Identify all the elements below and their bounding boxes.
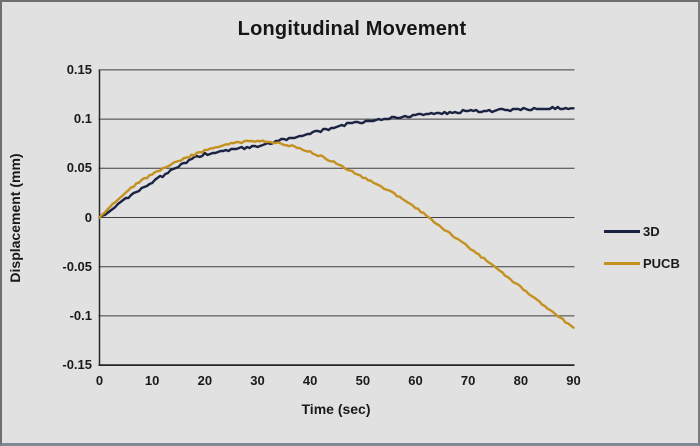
x-axis-title: Time (sec) bbox=[301, 401, 371, 417]
x-tick-label: 40 bbox=[302, 373, 318, 388]
x-tick-label: 20 bbox=[197, 373, 213, 388]
chart-title: Longitudinal Movement bbox=[237, 18, 467, 40]
y-tick-label: -0.1 bbox=[69, 307, 92, 323]
legend-item-pucb: PUCB bbox=[604, 252, 698, 274]
legend-item-3d: 3D bbox=[604, 220, 698, 242]
x-tick-label: 90 bbox=[566, 373, 581, 388]
x-tick-label: 80 bbox=[513, 373, 529, 388]
y-tick-label: 0.05 bbox=[66, 160, 92, 176]
y-tick-label: -0.05 bbox=[62, 258, 92, 274]
x-tick-label: 60 bbox=[408, 373, 423, 388]
legend: 3D PUCB bbox=[604, 220, 698, 284]
x-tick-label: 50 bbox=[355, 373, 371, 388]
legend-line-3d bbox=[604, 229, 640, 233]
x-tick-label: 10 bbox=[144, 373, 160, 388]
legend-label-pucb: PUCB bbox=[643, 255, 680, 271]
y-tick-label: 0.15 bbox=[66, 61, 92, 77]
x-tick-label: 70 bbox=[460, 373, 476, 388]
y-tick-label: 0 bbox=[84, 209, 92, 225]
y-tick-label: -0.15 bbox=[62, 357, 92, 373]
x-tick-label: 30 bbox=[250, 373, 265, 388]
legend-label-3d: 3D bbox=[643, 223, 660, 239]
legend-line-pucb bbox=[604, 261, 640, 265]
x-tick-label: 0 bbox=[95, 373, 104, 388]
y-axis-title: Displacement (mm) bbox=[7, 153, 23, 283]
y-tick-label: 0.1 bbox=[73, 111, 92, 127]
